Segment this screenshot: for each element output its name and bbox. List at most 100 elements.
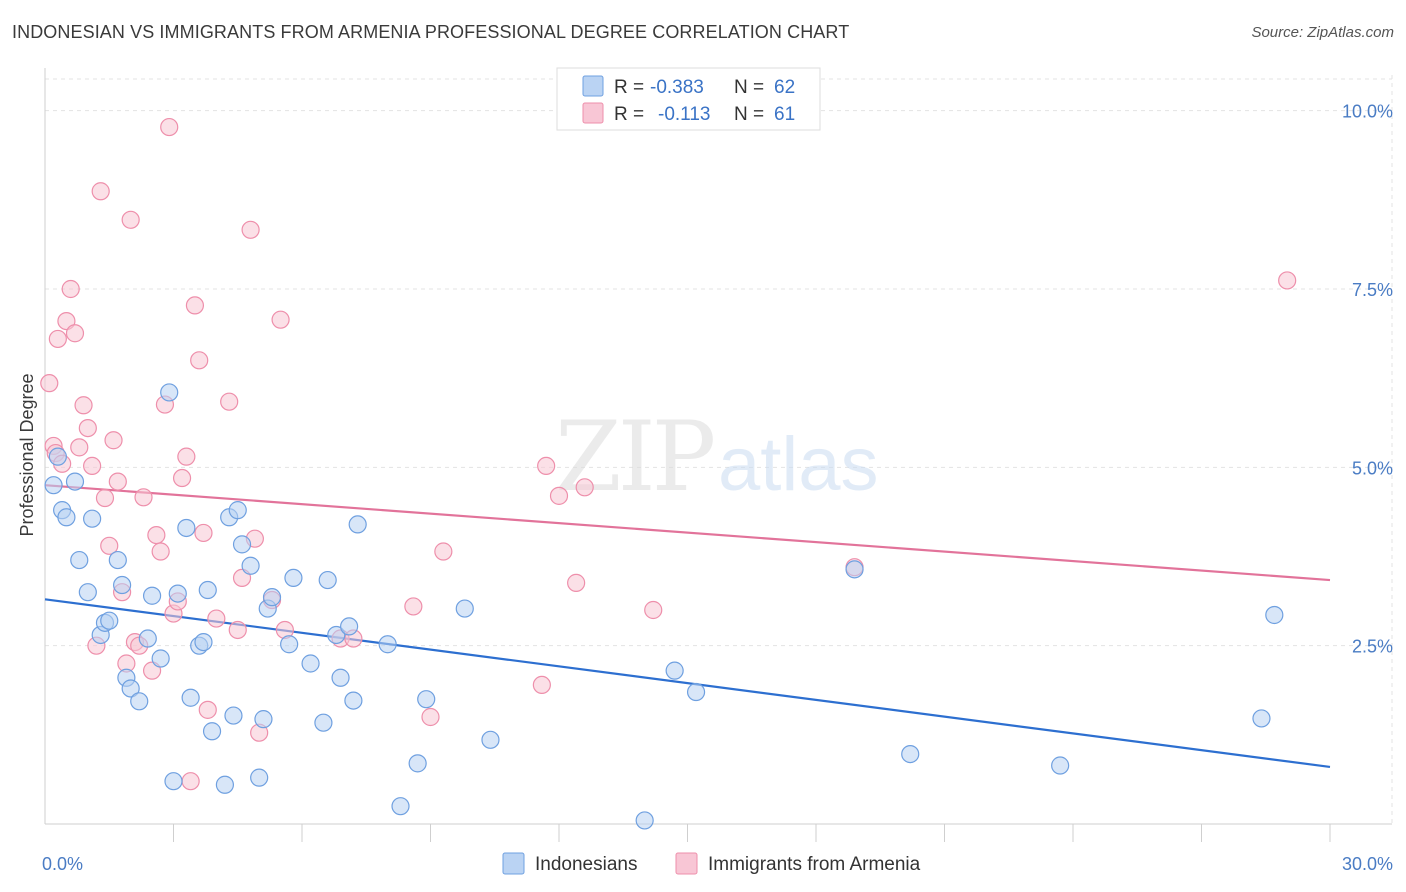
point-indonesians (417, 690, 436, 709)
point-armenia (147, 525, 166, 545)
point-indonesians (262, 588, 282, 607)
point-indonesians (168, 584, 187, 603)
point-indonesians (901, 744, 920, 764)
point-indonesians (70, 550, 89, 570)
watermark-zip: ZIP (555, 401, 714, 513)
point-indonesians (481, 730, 500, 749)
point-indonesians (121, 679, 140, 698)
point-armenia (549, 486, 569, 505)
point-armenia (121, 210, 140, 229)
point-armenia (134, 488, 153, 507)
watermark-atlas: atlas (718, 422, 879, 507)
point-armenia (194, 523, 213, 543)
point-armenia (108, 472, 127, 491)
point-indonesians (78, 583, 97, 602)
point-armenia (271, 310, 290, 329)
point-armenia (575, 478, 594, 497)
point-indonesians (250, 768, 269, 787)
point-indonesians (327, 625, 346, 645)
legend-series-name: Indonesians (535, 854, 637, 875)
point-indonesians (1051, 756, 1070, 775)
legend-n-label: N = (734, 104, 764, 125)
y-axis-label: Professional Degree (17, 373, 37, 536)
point-indonesians (340, 617, 359, 636)
point-indonesians (1265, 605, 1284, 625)
point-armenia (70, 438, 89, 457)
trend-lines (44, 484, 1331, 769)
point-indonesians (1252, 709, 1271, 728)
legend-swatch-armenia (675, 852, 698, 875)
point-indonesians (408, 754, 427, 773)
point-indonesians (202, 722, 222, 741)
point-indonesians (318, 570, 337, 590)
point-indonesians (130, 692, 149, 711)
point-armenia (160, 117, 179, 137)
point-armenia (190, 351, 209, 370)
point-armenia (95, 488, 115, 508)
legend-swatch-armenia (582, 102, 604, 124)
point-indonesians (635, 811, 654, 830)
x-tick-label: 30.0% (1342, 854, 1393, 874)
point-armenia (185, 296, 205, 315)
legend-n-label: N = (734, 77, 764, 98)
point-armenia (434, 542, 453, 561)
legend-swatch-indonesians (502, 852, 525, 875)
point-indonesians (83, 509, 102, 528)
point-armenia (78, 419, 97, 438)
point-indonesians (391, 797, 410, 816)
point-armenia (91, 182, 110, 201)
point-indonesians (665, 661, 684, 680)
point-indonesians (232, 535, 252, 554)
legend-swatch-indonesians (582, 75, 604, 97)
point-indonesians (280, 635, 299, 654)
point-indonesians (65, 472, 85, 491)
trend-line-armenia (44, 484, 1331, 582)
legend-n-value: 61 (774, 104, 795, 125)
legend-r-label: R = (614, 77, 644, 98)
legend-series-name: Immigrants from Armenia (708, 854, 921, 875)
point-armenia (220, 392, 239, 411)
point-indonesians (224, 706, 243, 725)
point-armenia (104, 431, 123, 450)
y-tick-label: 10.0% (1342, 102, 1393, 122)
point-indonesians (100, 611, 119, 630)
point-indonesians (344, 691, 363, 710)
series-legend: Indonesians Immigrants from Armenia (502, 852, 921, 875)
point-armenia (40, 374, 59, 393)
point-armenia (83, 456, 102, 476)
point-indonesians (348, 515, 367, 534)
legend-r-value: -0.113 (658, 104, 710, 125)
watermark: ZIP atlas (555, 401, 879, 513)
point-indonesians (164, 772, 183, 791)
legend-r-label: R = (614, 104, 644, 125)
point-indonesians (241, 556, 260, 575)
point-armenia (532, 675, 551, 695)
point-indonesians (160, 383, 179, 402)
point-armenia (48, 329, 67, 349)
point-indonesians (44, 476, 63, 495)
point-armenia (65, 324, 85, 343)
point-indonesians (455, 599, 474, 618)
point-armenia (567, 573, 586, 592)
point-indonesians (198, 580, 217, 600)
legend-n-value: 62 (774, 77, 795, 98)
point-indonesians (228, 501, 247, 520)
chart-title: INDONESIAN VS IMMIGRANTS FROM ARMENIA PR… (12, 22, 850, 42)
point-indonesians (48, 447, 67, 466)
point-indonesians (314, 713, 333, 732)
point-indonesians (194, 632, 213, 652)
point-indonesians (108, 550, 127, 570)
point-indonesians (112, 575, 132, 595)
point-indonesians (138, 629, 157, 648)
y-tick-label: 5.0% (1352, 458, 1393, 478)
point-armenia (61, 279, 80, 299)
point-indonesians (151, 649, 170, 668)
point-armenia (198, 700, 217, 719)
x-tick-label: 0.0% (42, 854, 83, 874)
point-armenia (177, 447, 196, 466)
stats-legend: R = -0.383 N = 62 R = -0.113 N = 61 (556, 67, 821, 131)
point-armenia (241, 220, 260, 239)
y-tick-labels: 2.5% 5.0% 7.5% 10.0% (1342, 102, 1393, 657)
point-indonesians (284, 568, 303, 588)
